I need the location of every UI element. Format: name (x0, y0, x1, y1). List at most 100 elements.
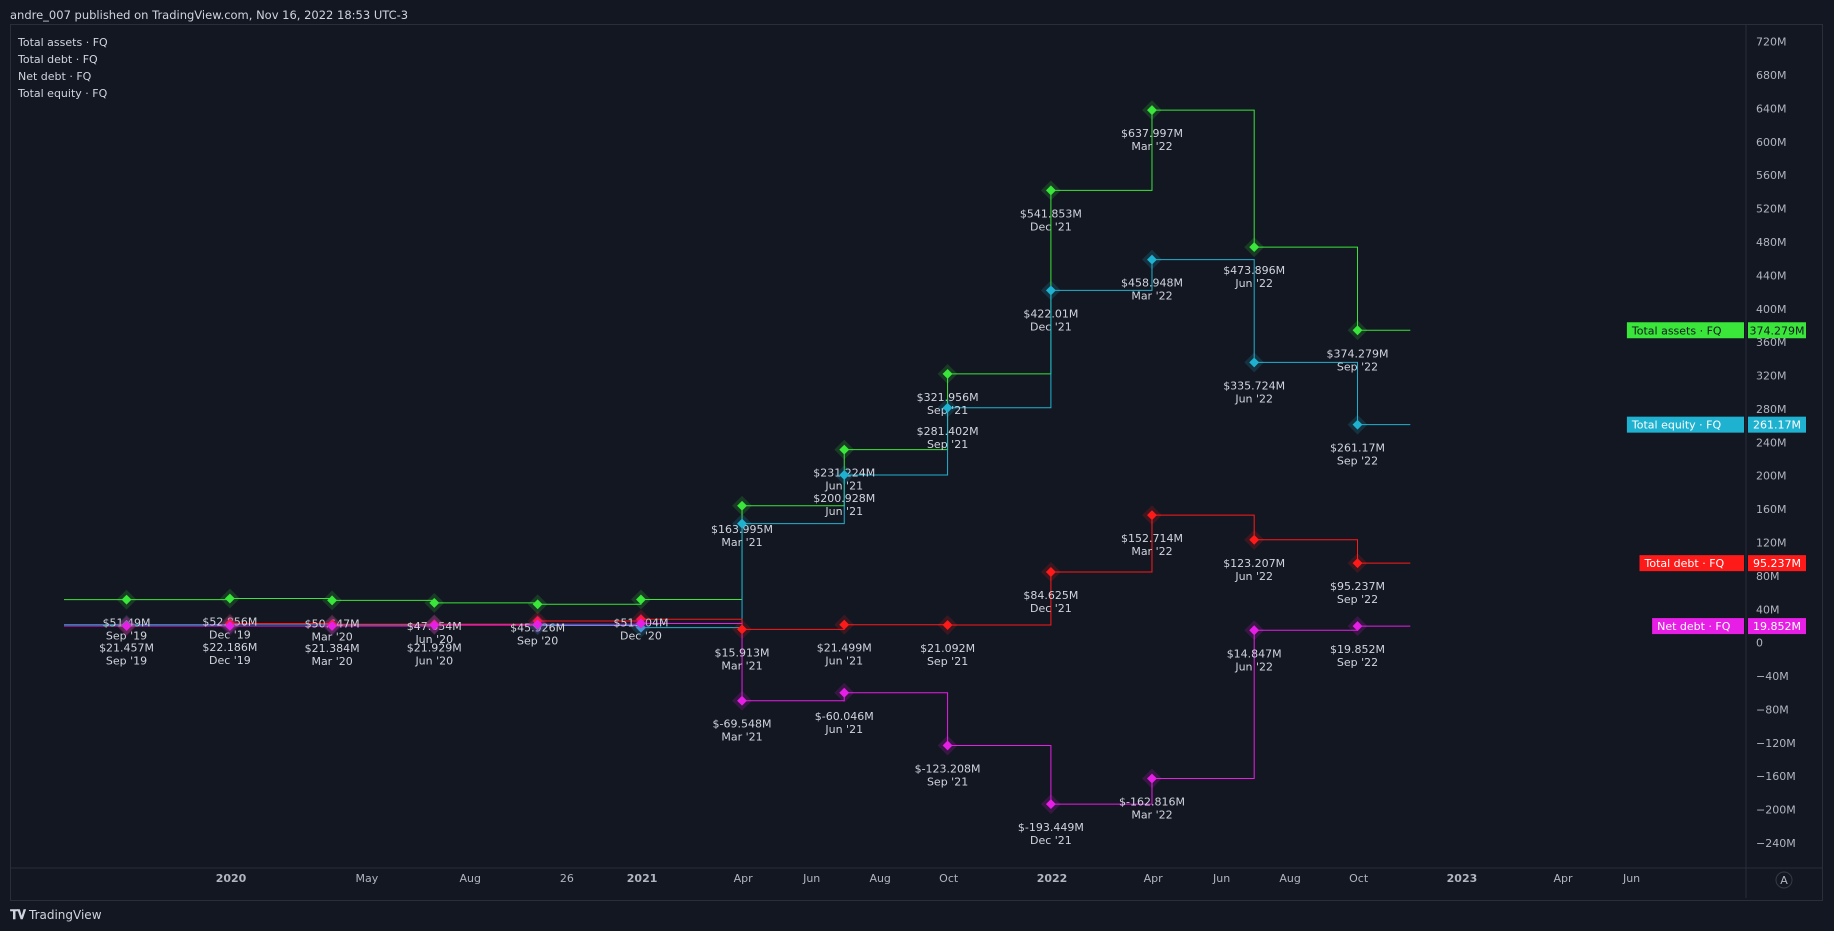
equity-marker[interactable] (737, 518, 747, 529)
net_debt-end-tag-text: Net debt · FQ (1657, 620, 1731, 633)
chart-frame (10, 24, 1823, 901)
assets-marker[interactable] (121, 594, 132, 605)
equity-value-label: $22.186M (202, 641, 257, 654)
assets-marker[interactable] (942, 368, 953, 379)
assets-marker[interactable] (737, 500, 747, 511)
y-tick-label: −80M (1756, 703, 1789, 716)
net_debt-value-label: $19.852M (1330, 643, 1385, 656)
assets-period-label: Jun '21 (824, 480, 863, 493)
y-tick-label: 480M (1756, 236, 1787, 249)
equity-value-label: $21.384M (305, 642, 360, 655)
footer-brand[interactable]: TradingView (29, 908, 102, 922)
net_debt-marker[interactable] (429, 620, 440, 631)
x-tick-label: 2021 (627, 872, 658, 885)
assets-period-label: Jun '20 (414, 633, 453, 646)
equity-marker[interactable] (839, 469, 850, 480)
net_debt-marker[interactable] (942, 740, 953, 751)
net_debt-end-tag[interactable] (1652, 618, 1744, 635)
net_debt-marker[interactable] (1352, 621, 1363, 632)
equity-marker[interactable] (942, 402, 953, 413)
debt-marker[interactable] (1147, 510, 1157, 521)
net_debt-marker[interactable] (532, 619, 543, 630)
x-tick-label: May (356, 872, 379, 885)
net_debt-marker[interactable] (1249, 625, 1260, 636)
debt-value-label: $84.625M (1023, 589, 1078, 602)
legend-item-total-equity[interactable]: Total equity · FQ (18, 87, 108, 100)
assets-marker[interactable] (839, 444, 850, 455)
y-tick-label: 280M (1756, 403, 1787, 416)
equity-period-label: Mar '22 (1131, 290, 1172, 303)
assets-marker[interactable] (1147, 105, 1157, 116)
debt-marker[interactable] (1045, 567, 1056, 577)
net_debt-marker[interactable] (839, 687, 850, 698)
y-tick-label: 40M (1756, 603, 1780, 616)
y-tick-label: 520M (1756, 203, 1787, 216)
legend-item-net-debt[interactable]: Net debt · FQ (18, 70, 92, 83)
debt-value-label: $152.714M (1121, 532, 1183, 545)
equity-marker[interactable] (1249, 357, 1260, 368)
equity-period-label: Mar '20 (311, 655, 352, 668)
y-tick-label: 160M (1756, 503, 1787, 516)
debt-value-label: $95.237M (1330, 580, 1385, 593)
footer: 𝐓𝐕 TradingView (10, 905, 102, 925)
net_debt-marker[interactable] (224, 621, 235, 631)
assets-marker[interactable] (532, 599, 543, 610)
debt-marker[interactable] (1249, 534, 1260, 545)
y-tick-label: 640M (1756, 102, 1787, 115)
net_debt-marker[interactable] (1147, 773, 1157, 784)
net_debt-marker[interactable] (737, 695, 747, 706)
legend-item-total-assets[interactable]: Total assets · FQ (18, 36, 108, 49)
assets-period-label: Mar '22 (1131, 140, 1172, 153)
assets-marker[interactable] (1045, 185, 1056, 196)
tradingview-logo-icon[interactable]: 𝐓𝐕 (10, 907, 26, 923)
assets-marker[interactable] (224, 593, 235, 604)
net_debt-marker[interactable] (121, 621, 132, 631)
x-tick-label: Apr (1144, 872, 1164, 885)
net_debt-marker[interactable] (636, 618, 646, 629)
assets-marker[interactable] (429, 597, 440, 608)
debt-marker[interactable] (1352, 558, 1363, 569)
x-tick-label: Jun (1622, 872, 1640, 885)
assets-marker[interactable] (1249, 242, 1260, 253)
x-tick-label: Apr (734, 872, 754, 885)
assets-period-label: Mar '21 (721, 536, 762, 549)
publication-header: andre_007 published on TradingView.com, … (10, 8, 409, 22)
net_debt-period-label: Mar '22 (1131, 809, 1172, 822)
equity-value-label: $281.402M (917, 425, 979, 438)
auto-scale-button[interactable] (1775, 871, 1793, 889)
assets-period-label: Sep '22 (1337, 360, 1378, 373)
equity-price-tag[interactable] (1748, 416, 1806, 433)
equity-marker[interactable] (1352, 419, 1363, 430)
legend-item-total-debt[interactable]: Total debt · FQ (18, 53, 98, 66)
y-tick-label: 720M (1756, 36, 1787, 49)
net_debt-marker[interactable] (1045, 799, 1056, 810)
debt-marker[interactable] (942, 620, 953, 630)
y-tick-label: 0 (1756, 637, 1763, 650)
debt-price-tag[interactable] (1748, 555, 1806, 572)
assets-period-label: Dec '19 (209, 629, 251, 642)
net_debt-price-tag[interactable] (1748, 618, 1806, 635)
net_debt-period-label: Sep '22 (1337, 656, 1378, 669)
y-tick-label: 80M (1756, 570, 1780, 583)
net_debt-marker[interactable] (327, 621, 338, 631)
equity-period-label: Jun '22 (1234, 392, 1273, 405)
debt-end-tag[interactable] (1639, 555, 1745, 572)
assets-end-tag[interactable] (1626, 322, 1744, 339)
x-tick-label: 2023 (1447, 872, 1478, 885)
assets-marker[interactable] (1352, 325, 1363, 336)
equity-marker[interactable] (1045, 285, 1056, 296)
assets-price-tag[interactable] (1748, 322, 1806, 339)
assets-marker[interactable] (636, 594, 646, 605)
debt-marker[interactable] (839, 619, 850, 630)
equity-end-tag[interactable] (1626, 416, 1744, 433)
debt-value-label: $21.499M (817, 642, 872, 655)
equity-value-label: $200.928M (813, 492, 875, 505)
x-tick-label: 26 (560, 872, 574, 885)
debt-marker[interactable] (737, 624, 747, 635)
assets-marker[interactable] (327, 595, 338, 606)
y-tick-label: −240M (1756, 837, 1796, 850)
equity-marker[interactable] (1147, 254, 1157, 265)
assets-period-label: Mar '20 (311, 630, 352, 643)
y-tick-label: 320M (1756, 370, 1787, 383)
